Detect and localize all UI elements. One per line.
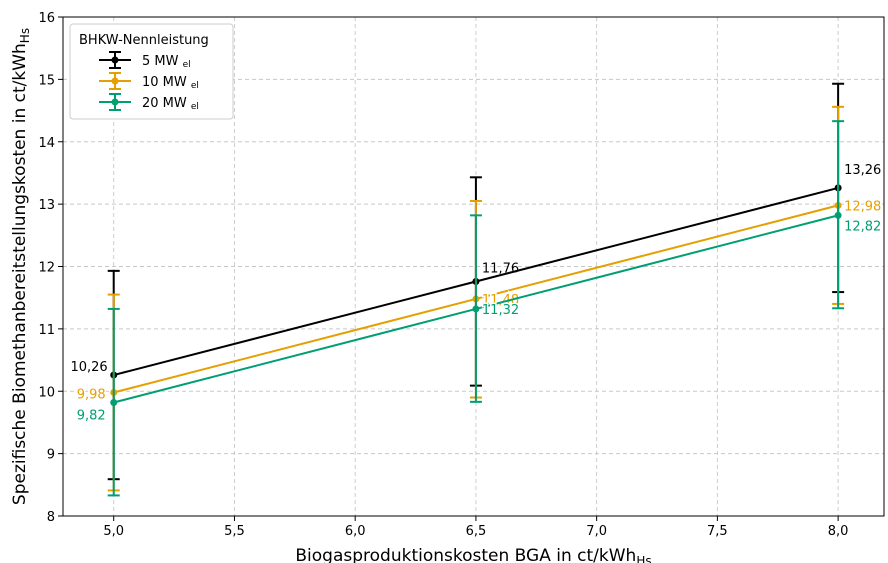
- x-tick-label: 8,0: [828, 524, 849, 539]
- x-tick-label: 7,5: [707, 524, 728, 539]
- x-tick-label: 6,0: [345, 524, 366, 539]
- y-tick-label: 13: [38, 198, 55, 213]
- y-tick-label: 11: [38, 323, 55, 338]
- x-tick-label: 7,0: [586, 524, 607, 539]
- x-axis-label: Biogasproduktionskosten BGA in ct/kWhHs: [295, 546, 651, 563]
- series-3: [107, 120, 845, 497]
- legend-title: BHKW-Nennleistung: [79, 33, 209, 48]
- data-label: 11,76: [482, 261, 519, 276]
- data-label: 12,98: [844, 199, 881, 214]
- legend: BHKW-Nennleistung 5 MW el 10 MW el 20 MW el: [69, 23, 234, 120]
- data-label: 10,26: [70, 360, 107, 375]
- y-tick-label: 9: [47, 448, 55, 463]
- data-label: 12,82: [844, 219, 881, 234]
- legend-entry: 5 MW el: [99, 51, 191, 70]
- data-point: [110, 398, 118, 406]
- x-tick-label: 5,5: [224, 524, 245, 539]
- legend-entry: 20 MW el: [99, 93, 199, 112]
- data-label: 13,26: [844, 163, 881, 178]
- y-tick-label: 12: [38, 261, 55, 276]
- legend-box: [69, 23, 234, 120]
- x-axis: 5,0 5,5 6,0 6,5 7,0 7,5 8,0: [103, 516, 848, 539]
- y-tick-label: 14: [38, 136, 55, 151]
- y-tick-label: 8: [47, 510, 55, 525]
- legend-entry: 10 MW el: [99, 72, 199, 91]
- legend-label: 10 MW el: [142, 75, 199, 91]
- data-point: [834, 211, 842, 219]
- data-label: 9,82: [77, 408, 106, 423]
- y-tick-label: 15: [38, 73, 55, 88]
- data-label: 11,32: [482, 303, 519, 318]
- legend-label: 5 MW el: [142, 54, 191, 70]
- legend-marker: [111, 98, 119, 106]
- y-tick-label: 10: [38, 385, 55, 400]
- data-label: 9,98: [77, 387, 106, 402]
- legend-marker: [111, 77, 119, 85]
- y-axis: 8 9 10 11 12 13 14 15 16: [38, 11, 63, 525]
- data-point: [472, 305, 480, 313]
- y-tick-label: 16: [38, 11, 55, 26]
- x-tick-label: 6,5: [466, 524, 487, 539]
- legend-marker: [111, 56, 119, 64]
- y-axis-label: Spezifische Biomethanbereitstellungskost…: [10, 28, 32, 505]
- legend-label: 20 MW el: [142, 96, 199, 112]
- x-tick-label: 5,0: [103, 524, 124, 539]
